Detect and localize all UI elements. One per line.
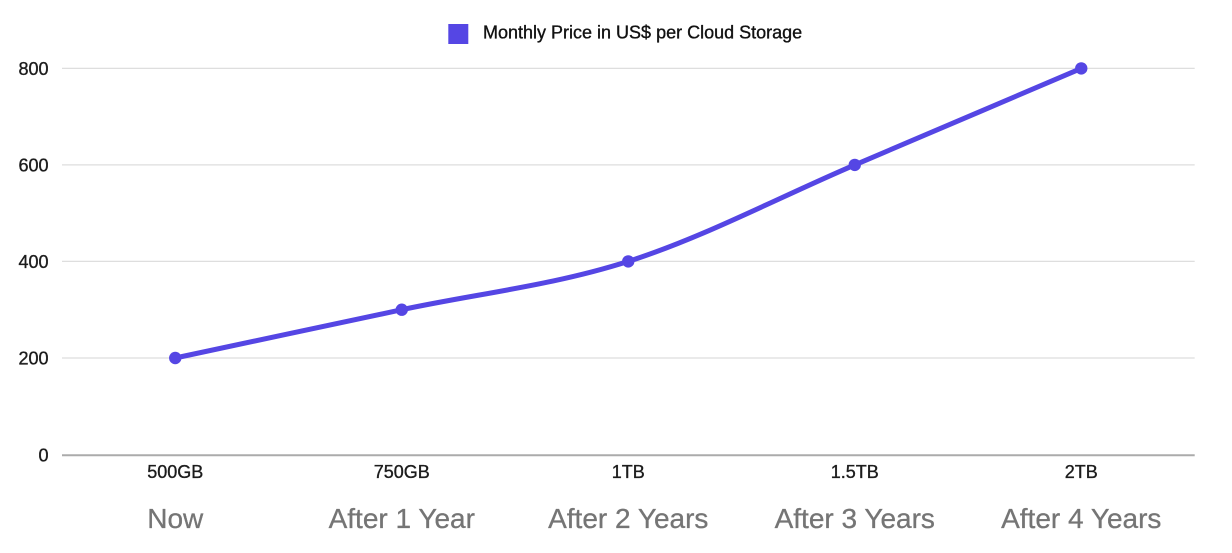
svg-text:600: 600: [18, 155, 48, 175]
svg-text:200: 200: [18, 349, 48, 369]
svg-text:1.5TB: 1.5TB: [831, 462, 879, 482]
svg-text:1TB: 1TB: [612, 462, 645, 482]
svg-text:After 3 Years: After 3 Years: [775, 503, 935, 534]
svg-text:0: 0: [38, 446, 48, 466]
svg-text:After 1 Year: After 1 Year: [329, 503, 475, 534]
svg-text:After 4 Years: After 4 Years: [1001, 503, 1161, 534]
svg-text:After 2 Years: After 2 Years: [548, 503, 708, 534]
svg-text:800: 800: [18, 59, 48, 79]
svg-text:Now: Now: [147, 503, 204, 534]
svg-text:Monthly Price in US$ per Cloud: Monthly Price in US$ per Cloud Storage: [483, 23, 802, 43]
svg-text:500GB: 500GB: [147, 462, 203, 482]
svg-text:2TB: 2TB: [1065, 462, 1098, 482]
svg-text:400: 400: [18, 252, 48, 272]
svg-text:750GB: 750GB: [374, 462, 430, 482]
